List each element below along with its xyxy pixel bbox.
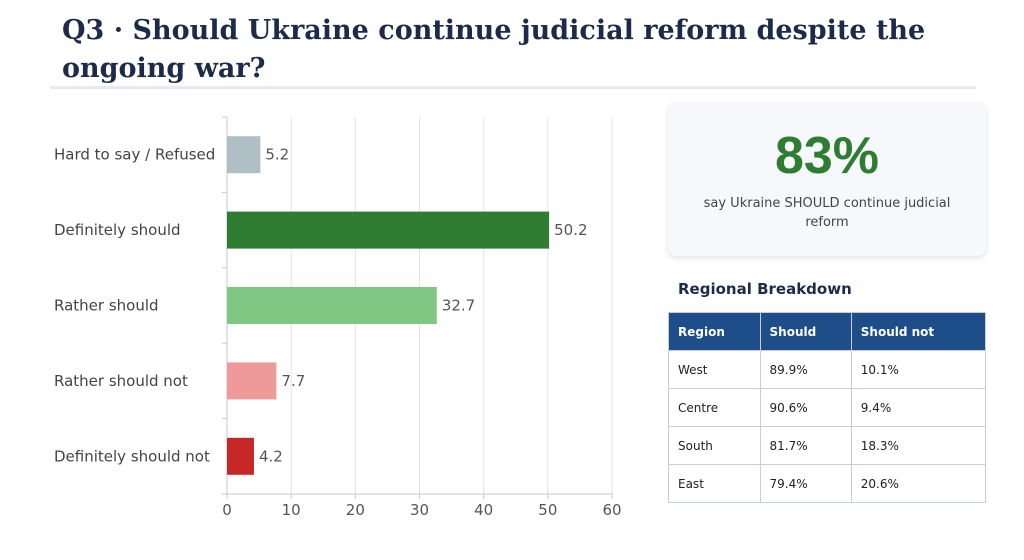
regional-breakdown-title: Regional Breakdown <box>678 280 852 298</box>
title-divider <box>50 86 976 89</box>
x-tick-label: 60 <box>602 501 621 519</box>
bar <box>227 362 277 400</box>
table-header-should: Should <box>759 312 852 351</box>
x-tick-label: 40 <box>474 501 493 519</box>
category-label: Definitely should <box>54 221 181 239</box>
regional-table: Region Should Should not West 89.9% 10.1… <box>668 312 987 503</box>
x-tick-label: 10 <box>282 501 301 519</box>
category-label: Rather should <box>54 297 159 315</box>
table-cell-should: 81.7% <box>759 426 852 465</box>
bar <box>227 136 261 174</box>
bar <box>227 437 254 475</box>
data-label: 7.7 <box>281 372 305 390</box>
data-label: 50.2 <box>554 221 587 239</box>
table-row: West 89.9% 10.1% <box>668 350 987 389</box>
table-header-row: Region Should Should not <box>668 312 987 351</box>
bar <box>227 287 437 324</box>
data-label: 4.2 <box>259 447 283 465</box>
summary-card: 83% say Ukraine SHOULD continue judicial… <box>668 102 986 256</box>
bar-chart: 0 10 20 30 40 50 60 Hard to say / Refused 5.2 Def… <box>54 116 622 519</box>
table-cell-should: 79.4% <box>759 464 852 503</box>
table-cell-region: West <box>668 350 761 389</box>
summary-value: 83% <box>774 127 880 185</box>
table-cell-should-not: 20.6% <box>850 464 987 503</box>
table-row: South 81.7% 18.3% <box>668 426 987 465</box>
table-row: Centre 90.6% 9.4% <box>668 388 987 427</box>
page-title: Q3 · Should Ukraine continue judicial re… <box>62 15 926 84</box>
data-label: 5.2 <box>265 146 289 164</box>
table-row: East 79.4% 20.6% <box>668 464 987 503</box>
table-cell-should: 89.9% <box>759 350 852 389</box>
table-cell-region: Centre <box>668 388 761 427</box>
data-label: 32.7 <box>442 297 475 315</box>
table-cell-should-not: 10.1% <box>850 350 987 389</box>
x-tick-label: 30 <box>410 501 429 519</box>
category-label: Rather should not <box>54 372 188 390</box>
x-tick-label: 20 <box>346 501 365 519</box>
table-cell-region: East <box>668 464 761 503</box>
category-label: Hard to say / Refused <box>54 146 215 164</box>
table-header-region: Region <box>668 312 761 351</box>
table-cell-should-not: 9.4% <box>850 388 987 427</box>
table-cell-should: 90.6% <box>759 388 852 427</box>
table-header-should-not: Should not <box>850 312 987 351</box>
bar <box>227 211 550 249</box>
summary-caption: say Ukraine SHOULD continue judicial ref… <box>703 196 951 230</box>
x-tick-label: 0 <box>222 501 232 519</box>
category-label: Definitely should not <box>54 447 210 465</box>
x-tick-label: 50 <box>538 501 557 519</box>
table-cell-should-not: 18.3% <box>850 426 987 465</box>
table-cell-region: South <box>668 426 761 465</box>
